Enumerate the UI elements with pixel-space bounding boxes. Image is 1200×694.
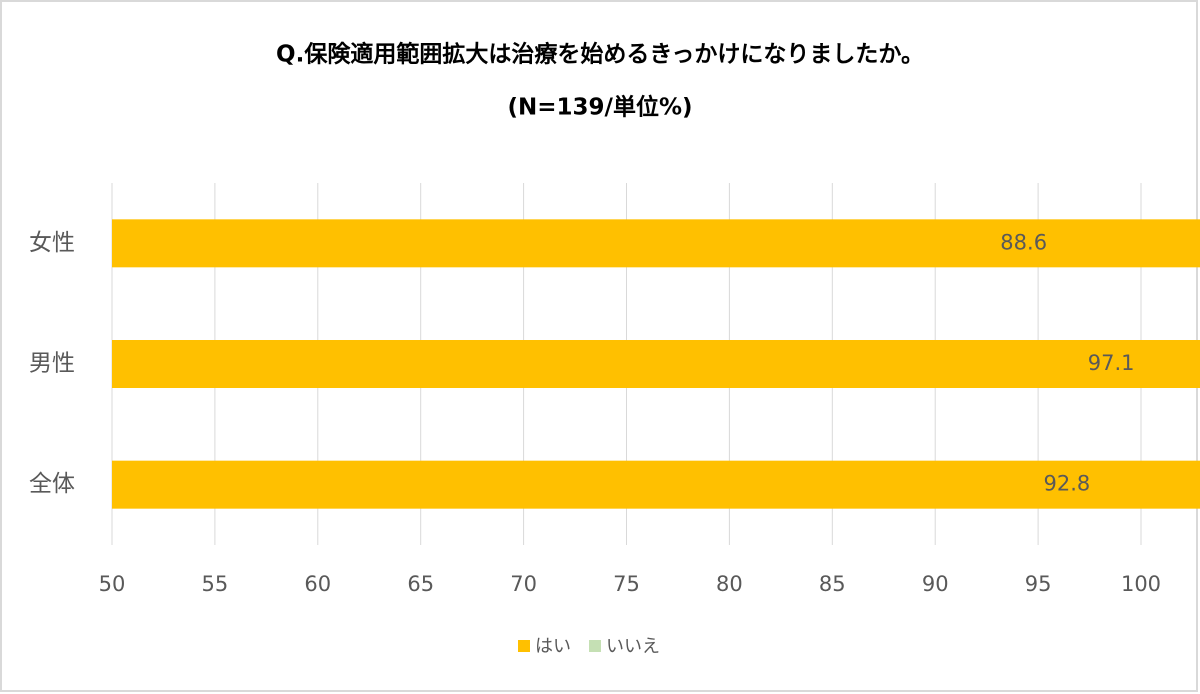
chart-title: Q.保険適用範囲拡大は治療を始めるきっかけになりましたか。 xyxy=(276,41,924,68)
x-tick-label: 65 xyxy=(407,572,434,596)
legend-swatch xyxy=(589,640,601,652)
bar-segment xyxy=(112,340,1200,388)
x-tick-label: 90 xyxy=(922,572,949,596)
x-tick-label: 85 xyxy=(819,572,846,596)
y-tick-label: 男性 xyxy=(29,351,75,377)
legend-swatch xyxy=(518,640,530,652)
bar-segment xyxy=(112,219,1200,268)
data-label: 92.8 xyxy=(1044,472,1091,496)
bar-segment xyxy=(112,460,1200,509)
legend-label: いいえ xyxy=(606,636,660,657)
data-label: 88.6 xyxy=(1000,230,1047,254)
x-tick-label: 50 xyxy=(99,572,126,596)
x-tick-label: 60 xyxy=(304,572,331,596)
x-tick-label: 95 xyxy=(1025,572,1052,596)
x-tick-label: 55 xyxy=(202,572,229,596)
data-label: 97.1 xyxy=(1088,351,1135,375)
x-tick-label: 100 xyxy=(1121,572,1161,596)
y-tick-label: 全体 xyxy=(29,471,75,497)
y-tick-label: 女性 xyxy=(29,230,75,256)
x-tick-label: 70 xyxy=(510,572,537,596)
chart-subtitle: (N=139/単位%) xyxy=(508,94,693,121)
legend-label: はい xyxy=(535,636,571,657)
x-tick-label: 75 xyxy=(613,572,640,596)
x-tick-label: 80 xyxy=(716,572,743,596)
